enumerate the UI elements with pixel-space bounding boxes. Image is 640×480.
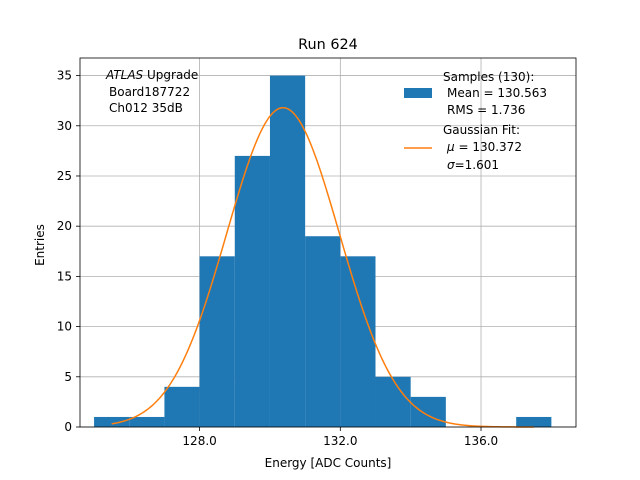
histogram-bar xyxy=(340,256,376,427)
y-tick-label: 5 xyxy=(64,370,72,384)
y-tick-label: 15 xyxy=(57,269,72,283)
gaussian-fit-layer xyxy=(111,106,534,428)
legend-sigma-value: =1.601 xyxy=(455,158,499,172)
chart-title: Run 624 xyxy=(298,37,358,53)
annotation-board: Board187722 xyxy=(109,85,190,99)
y-tick-label: 25 xyxy=(57,169,72,183)
legend-samples-mean: Mean = 130.563 xyxy=(447,86,547,100)
y-tick-label: 35 xyxy=(57,69,72,83)
histogram-bar xyxy=(94,416,130,427)
y-tick-label: 10 xyxy=(57,320,72,334)
histogram-bar xyxy=(305,236,341,427)
y-tick-label: 0 xyxy=(64,420,72,434)
x-tick-label: 132.0 xyxy=(323,434,357,448)
legend-samples-rms: RMS = 1.736 xyxy=(447,103,525,117)
legend-mu-value: = 130.372 xyxy=(455,140,522,154)
gaussian-fit-curve xyxy=(111,106,534,428)
legend-sigma-symbol: σ xyxy=(447,158,455,172)
legend-fit-title: Gaussian Fit: xyxy=(443,123,520,137)
histogram-bar xyxy=(129,416,165,427)
histogram-bar xyxy=(410,396,446,427)
annotation-atlas: ATLAS xyxy=(105,68,144,82)
legend-mu-symbol: μ xyxy=(446,140,455,154)
legend: Samples (130): Mean = 130.563 RMS = 1.73… xyxy=(404,70,547,172)
atlas-annotation: ATLAS Upgrade Board187722 Ch012 35dB xyxy=(105,68,198,115)
y-tick-label: 30 xyxy=(57,119,72,133)
annotation-channel: Ch012 35dB xyxy=(109,101,183,115)
histogram-bar xyxy=(269,75,306,428)
y-axis-label: Entries xyxy=(33,224,47,266)
histogram-bar xyxy=(234,155,270,428)
x-tick-label: 136.0 xyxy=(464,434,498,448)
axes-layer xyxy=(79,57,577,428)
legend-fit-sigma: σ=1.601 xyxy=(447,158,499,172)
histogram-bar xyxy=(164,386,200,427)
histogram-bar xyxy=(516,416,552,427)
y-tick-label: 20 xyxy=(57,219,72,233)
annotation-line-1: ATLAS Upgrade xyxy=(105,68,198,82)
histogram-bar xyxy=(199,256,235,427)
annotation-upgrade: Upgrade xyxy=(143,68,198,82)
plot-frame xyxy=(79,57,577,428)
histogram-bar xyxy=(375,376,411,427)
x-axis-label: Energy [ADC Counts] xyxy=(265,456,392,470)
ticks-layer: 128.0 132.0 136.0 0 5 10 15 20 25 30 35 xyxy=(57,69,498,448)
legend-samples-title: Samples (130): xyxy=(443,70,534,84)
histogram-bars xyxy=(94,75,552,428)
legend-samples-swatch xyxy=(404,88,432,98)
legend-fit-mu: μ = 130.372 xyxy=(446,140,522,154)
x-tick-label: 128.0 xyxy=(182,434,216,448)
